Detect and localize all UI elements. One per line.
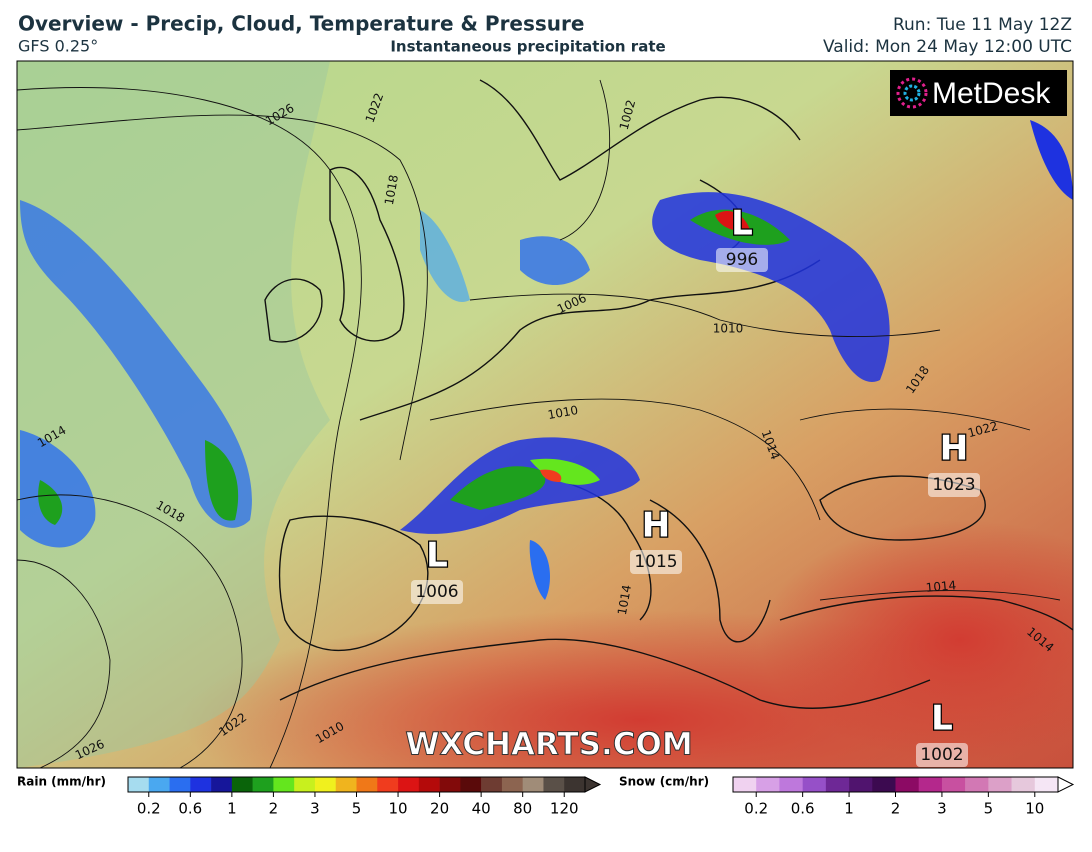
pressure-letter: H [642, 506, 670, 546]
pressure-value-box [411, 580, 463, 604]
rain-legend-title: Rain (mm/hr) [17, 775, 106, 789]
pressure-letter: L [931, 699, 953, 739]
legend-swatch [733, 777, 757, 792]
pressure-value-box [716, 248, 768, 272]
valid-time: Valid: Mon 24 May 12:00 UTC [823, 37, 1072, 57]
legend-swatch [335, 777, 357, 792]
legend-swatch [779, 777, 803, 792]
legend-swatch [543, 777, 565, 792]
legend-swatch [1011, 777, 1036, 792]
pressure-value: 1023 [932, 475, 975, 495]
pressure-value-box [928, 473, 980, 497]
legend-swatch [377, 777, 399, 792]
map-frame [16, 60, 1074, 769]
isobar-label: 1014 [925, 578, 957, 595]
legend-swatch [398, 777, 420, 792]
isobar-label: 1014 [615, 584, 634, 617]
coastlines [264, 79, 1073, 709]
logo-text: MetDesk [932, 77, 1051, 110]
legend-arrow [1057, 776, 1075, 793]
legend-tick-label: 10 [1025, 800, 1044, 818]
legend-tick-label: 120 [550, 800, 579, 818]
legend-tick-label: 1 [227, 800, 237, 818]
snow-legend-title: Snow (cm/hr) [619, 775, 709, 789]
legend-swatch [460, 777, 482, 792]
legend-arrow [584, 776, 602, 793]
pressure-letter: L [426, 536, 448, 576]
pressure-value: 1015 [634, 552, 677, 572]
legend-swatch [802, 777, 827, 792]
snow-legend: 0.2 0.6 1 2 3 5 10 [732, 776, 1075, 818]
legend-swatch [231, 777, 253, 792]
legend-swatch [439, 777, 461, 792]
legend-tick-label: 0.6 [178, 800, 202, 818]
logo-mark [896, 77, 928, 109]
legend-tick-label: 5 [352, 800, 362, 818]
legend-tick-label: 5 [984, 800, 994, 818]
legend-swatch [564, 777, 586, 792]
legend-tick-label: 0.2 [137, 800, 161, 818]
pressure-value: 1006 [415, 582, 458, 602]
pressure-letter: H [940, 429, 968, 469]
watermark: WXCHARTS.COM [405, 727, 692, 763]
legend-tick-label: 1 [844, 800, 854, 818]
title: Overview - Precip, Cloud, Temperature & … [18, 12, 584, 36]
legend-tick-label: 40 [472, 800, 491, 818]
map [17, 61, 1073, 768]
subtitle: Instantaneous precipitation rate [390, 38, 665, 56]
pressure-letter: L [731, 204, 753, 244]
pressure-value-box [916, 743, 968, 767]
legend-swatch [190, 777, 212, 792]
legend-swatch [872, 777, 896, 792]
legend-swatch [252, 777, 274, 792]
legend-swatch [849, 777, 873, 792]
run-time: Run: Tue 11 May 12Z [893, 15, 1072, 35]
legend-tick-label: 3 [937, 800, 947, 818]
isobar-label: 1010 [547, 403, 580, 422]
pressure-value-box [630, 550, 682, 574]
legend-tick-label: 20 [430, 800, 449, 818]
pressure-centers: L 996 L 1006 H 1015 H 1023 L 1002 [411, 202, 980, 767]
legend-swatch [825, 777, 850, 792]
isobar-label: 1018 [382, 174, 401, 207]
legend-swatch [895, 777, 920, 792]
legend-tick-label: 10 [388, 800, 407, 818]
legend-swatch [356, 777, 378, 792]
heat-area [760, 520, 1073, 760]
legend-swatch [941, 777, 966, 792]
legend-swatch [481, 777, 503, 792]
legend-swatch [273, 777, 295, 792]
legend-swatch [1034, 777, 1059, 792]
rain-legend: 0.2 0.6 1 2 3 5 10 20 40 80 120 [127, 776, 602, 818]
legend-tick-label: 2 [891, 800, 901, 818]
legend-swatch [148, 777, 170, 792]
legend-tick-label: 80 [513, 800, 532, 818]
legend-swatch [918, 777, 943, 792]
legend-tick-label: 3 [310, 800, 320, 818]
legend-swatch [756, 777, 780, 792]
legend-swatch [128, 777, 150, 792]
legend-swatch [965, 777, 989, 792]
precipitation [20, 120, 1073, 600]
legend-tick-label: 0.2 [744, 800, 768, 818]
legend-swatch [418, 777, 440, 792]
model: GFS 0.25° [18, 37, 98, 56]
legend-swatch [294, 777, 316, 792]
isobar-label: 1010 [713, 322, 744, 336]
legend-tick-label: 0.6 [791, 800, 815, 818]
legend-swatch [522, 777, 544, 792]
isobars [17, 79, 1061, 768]
legend-swatch [314, 777, 337, 792]
legend-swatch [211, 777, 233, 792]
legend-tick-label: 2 [269, 800, 279, 818]
legend-swatch [988, 777, 1012, 792]
pressure-value: 996 [726, 250, 758, 270]
pressure-value: 1002 [920, 745, 963, 765]
legend-swatch [501, 777, 523, 792]
legend-swatch [169, 777, 191, 792]
